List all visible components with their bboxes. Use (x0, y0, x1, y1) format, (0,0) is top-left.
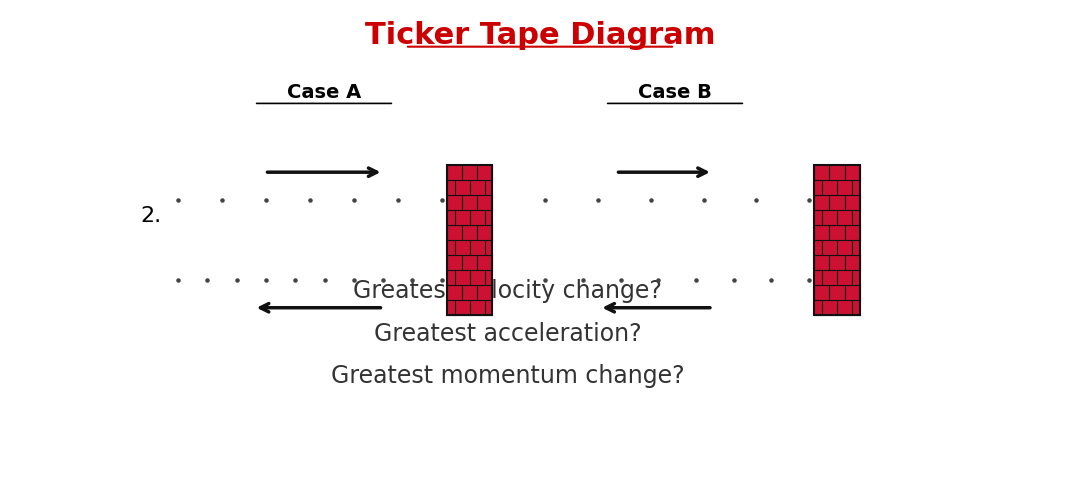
Point (687, 277, 704, 285)
Point (650, 277, 667, 285)
Text: Greatest acceleration?: Greatest acceleration? (374, 321, 642, 345)
Point (404, 277, 421, 285)
Point (537, 277, 554, 285)
Point (346, 277, 363, 285)
Point (612, 277, 630, 285)
Point (800, 277, 818, 285)
Point (286, 277, 303, 285)
Bar (447, 165, 492, 316)
Point (346, 196, 363, 204)
Text: 2.: 2. (140, 205, 162, 225)
Point (301, 196, 319, 204)
Point (762, 277, 780, 285)
Point (389, 196, 406, 204)
Text: Greatest momentum change?: Greatest momentum change? (330, 364, 685, 388)
Point (747, 196, 765, 204)
Point (375, 277, 392, 285)
Point (257, 196, 274, 204)
Point (725, 277, 742, 285)
Point (433, 196, 450, 204)
Point (694, 196, 712, 204)
Point (316, 277, 334, 285)
Point (537, 196, 554, 204)
Text: Case A: Case A (287, 83, 361, 102)
Point (228, 277, 245, 285)
Text: Ticker Tape Diagram: Ticker Tape Diagram (365, 21, 715, 50)
Point (199, 277, 216, 285)
Text: Greatest velocity change?: Greatest velocity change? (353, 279, 662, 303)
Bar (814, 165, 860, 316)
Point (575, 277, 592, 285)
Point (643, 196, 660, 204)
Point (170, 196, 187, 204)
Point (433, 277, 450, 285)
Point (214, 196, 231, 204)
Point (590, 196, 607, 204)
Point (170, 277, 187, 285)
Point (800, 196, 818, 204)
Text: Case B: Case B (638, 83, 712, 102)
Point (257, 277, 274, 285)
